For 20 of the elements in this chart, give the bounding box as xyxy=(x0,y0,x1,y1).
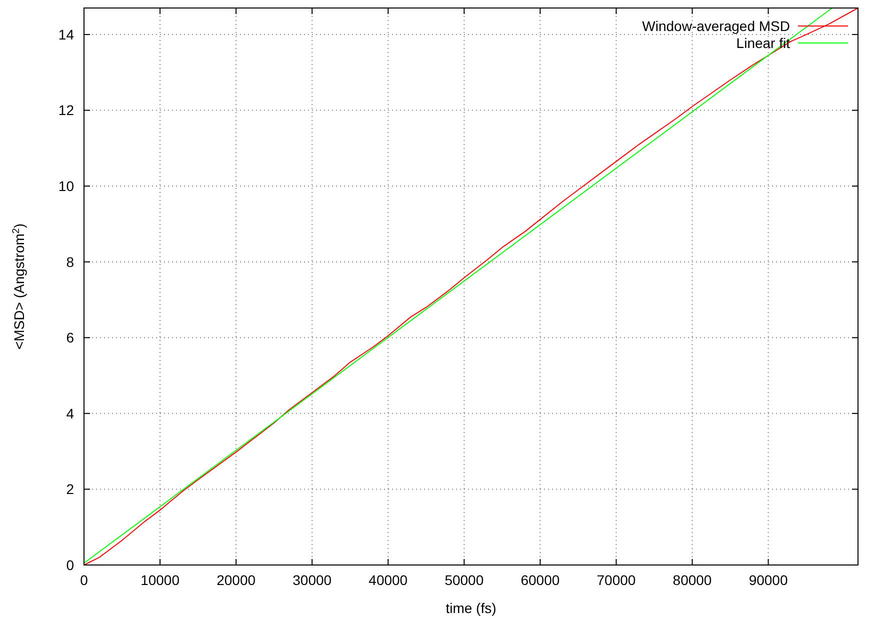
y-tick-label: 6 xyxy=(66,330,74,346)
x-tick-label: 20000 xyxy=(216,572,256,588)
x-tick-label: 30000 xyxy=(292,572,332,588)
x-axis-title: time (fs) xyxy=(446,600,496,616)
y-tick-label: 12 xyxy=(58,102,74,118)
y-tick-label: 4 xyxy=(66,405,74,422)
y-tick-label: 10 xyxy=(58,178,74,194)
y-tick-label: 0 xyxy=(66,556,74,573)
x-tick-label: 80000 xyxy=(672,572,712,588)
x-tick-label: 70000 xyxy=(596,572,636,588)
x-tick-label: 50000 xyxy=(444,572,484,588)
x-tick-label: 10000 xyxy=(140,572,180,588)
x-tick-label: 90000 xyxy=(748,572,788,588)
y-tick-label: 14 xyxy=(58,26,74,42)
legend-label: Window-averaged MSD xyxy=(642,18,790,34)
x-tick-label: 60000 xyxy=(520,572,560,588)
x-tick-label: 0 xyxy=(80,572,88,588)
y-tick-label: 2 xyxy=(66,481,74,498)
y-tick-label: 8 xyxy=(66,254,74,270)
x-tick-label: 40000 xyxy=(368,572,408,588)
